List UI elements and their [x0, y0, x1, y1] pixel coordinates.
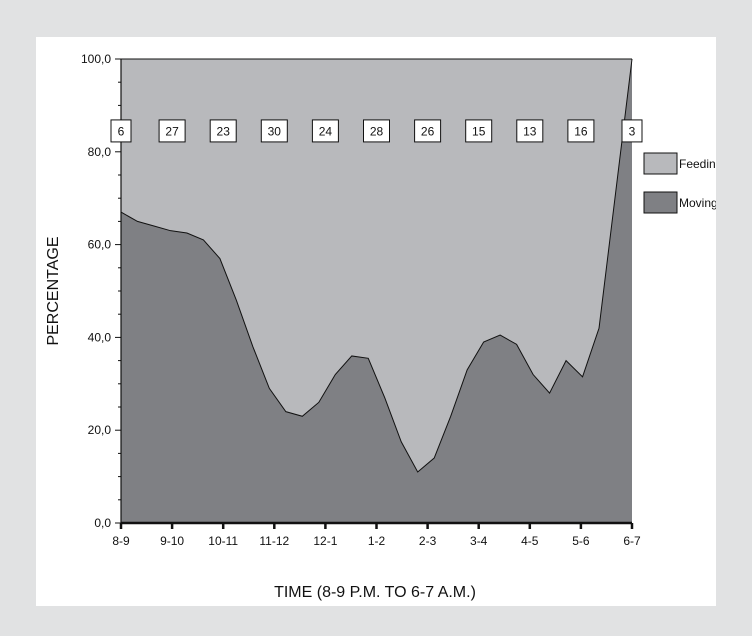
y-tick-label: 40,0 — [88, 330, 112, 344]
count-box-frame — [465, 119, 493, 143]
x-tick-label: 11-12 — [259, 534, 289, 548]
count-boxes: 6 27 23 30 24 28 26 15 13 16 3 — [110, 119, 643, 143]
count-label: 3 — [629, 124, 636, 138]
x-tick-label: 6-7 — [623, 534, 641, 548]
count-box-frame — [567, 119, 595, 143]
y-axis-title: PERCENTAGE — [45, 236, 62, 345]
y-tick-label: 20,0 — [88, 423, 112, 437]
moving-area — [121, 59, 632, 523]
legend: Feeding Moving — [643, 152, 716, 214]
count-box: 15 — [465, 119, 493, 143]
count-label: 16 — [574, 124, 588, 138]
x-tick-label: 8-9 — [112, 534, 130, 548]
count-box-frame — [260, 119, 288, 143]
count-label: 28 — [370, 124, 384, 138]
count-box-frame — [110, 119, 132, 143]
x-tick-label: 9-10 — [160, 534, 184, 548]
count-box: 23 — [209, 119, 237, 143]
axes: 0,0 20,0 40,0 60,0 80,0 100,0 8-9 9-10 10-11 11-1… — [81, 52, 641, 548]
legend-swatch — [643, 152, 678, 175]
chart-panel: 0,0 20,0 40,0 60,0 80,0 100,0 8-9 9-10 10-11 11-1… — [36, 37, 716, 606]
count-box-frame — [621, 119, 643, 143]
count-box: 30 — [260, 119, 288, 143]
count-box: 27 — [158, 119, 186, 143]
count-box: 3 — [621, 119, 643, 143]
count-box-frame — [311, 119, 339, 143]
y-tick-label: 0,0 — [94, 516, 111, 530]
count-box: 6 — [110, 119, 132, 143]
x-tick-label: 5-6 — [572, 534, 590, 548]
y-tick-label: 60,0 — [88, 238, 112, 252]
area-chart: 0,0 20,0 40,0 60,0 80,0 100,0 8-9 9-10 10-11 11-1… — [45, 52, 716, 601]
legend-item: Moving — [643, 191, 716, 214]
count-label: 27 — [165, 124, 179, 138]
count-label: 6 — [118, 124, 125, 138]
legend-item: Feeding — [643, 152, 716, 175]
count-box-frame — [414, 119, 442, 143]
count-box-frame — [158, 119, 186, 143]
y-tick-label: 100,0 — [81, 52, 111, 66]
count-label: 23 — [217, 124, 231, 138]
count-box-frame — [363, 119, 390, 143]
x-tick-label: 12-1 — [313, 534, 337, 548]
x-axis-title: TIME (8-9 P.M. TO 6-7 A.M.) — [274, 584, 476, 601]
x-tick-label: 4-5 — [521, 534, 539, 548]
count-box: 28 — [363, 119, 390, 143]
x-tick-label: 2-3 — [419, 534, 437, 548]
y-tick-label: 80,0 — [88, 145, 112, 159]
count-label: 26 — [421, 124, 435, 138]
count-box: 24 — [311, 119, 339, 143]
count-label: 24 — [319, 124, 333, 138]
count-box: 26 — [414, 119, 442, 143]
x-tick-label: 10-11 — [208, 534, 238, 548]
count-box-frame — [209, 119, 237, 143]
count-label: 30 — [268, 124, 282, 138]
count-box-frame — [516, 119, 544, 143]
count-label: 15 — [472, 124, 486, 138]
legend-label: Feeding — [679, 157, 716, 171]
count-box: 13 — [516, 119, 544, 143]
x-tick-label: 1-2 — [368, 534, 386, 548]
legend-label: Moving — [679, 196, 716, 210]
count-box: 16 — [567, 119, 595, 143]
count-label: 13 — [523, 124, 537, 138]
x-tick-label: 3-4 — [470, 534, 488, 548]
moving-feeding-boundary-line — [120, 58, 633, 473]
legend-swatch — [643, 191, 678, 214]
